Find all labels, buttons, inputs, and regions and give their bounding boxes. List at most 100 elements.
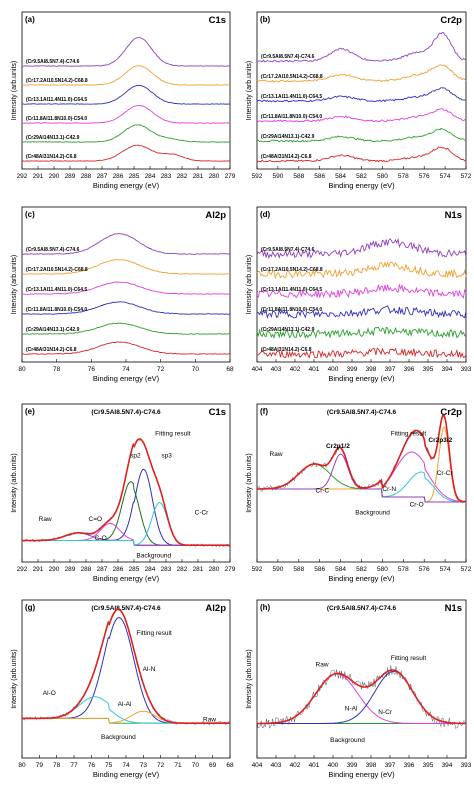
annotation-label: Cr-C (316, 487, 330, 494)
x-tick-label: 72 (157, 762, 165, 769)
x-tick-label: 283 (161, 566, 172, 573)
fitting-result-line (257, 669, 466, 725)
x-tick-label: 393 (461, 762, 472, 769)
panel-letter: (b) (260, 15, 271, 24)
x-tick-label: 279 (225, 566, 236, 573)
component-cr-n (257, 451, 467, 503)
component-c-o (22, 522, 230, 546)
panel-title: C1s (209, 407, 226, 418)
background-line (257, 488, 466, 503)
x-tick-label: 401 (309, 366, 320, 373)
x-tick-label: 397 (385, 366, 396, 373)
x-tick-label: 588 (293, 173, 304, 180)
series-label: (Cr29Al14N13.1)-C42.9 (261, 327, 315, 333)
x-tick-label: 281 (193, 566, 204, 573)
series-label: (Cr13.1Al11.4N11.0)-C64.5 (261, 94, 322, 100)
x-tick-label: 590 (272, 173, 283, 180)
panel-h: (h) N1s 404 403 402 401 400 399 398 397 396 395 394 3… (246, 599, 472, 779)
y-axis-label: Intensity (arb.units) (246, 649, 253, 709)
series-line (21, 104, 231, 124)
series-label: (Cr48Al31N14.2)-C6.8 (261, 347, 312, 353)
component-n-cr (257, 670, 466, 724)
series-label: (Cr9.5Al8.5N7.4)-C74.6 (26, 247, 80, 253)
x-tick-label: 283 (161, 173, 172, 180)
series-line (256, 108, 467, 123)
x-tick-label: 395 (423, 366, 434, 373)
x-tick-label: 287 (97, 173, 108, 180)
annotation-label: Raw (270, 451, 283, 458)
x-axis-label: Binding energy (eV) (328, 374, 395, 383)
x-tick-label: 576 (419, 173, 430, 180)
x-tick-label: 586 (314, 173, 325, 180)
series-line (256, 127, 467, 143)
series-line (22, 37, 230, 67)
series-label: (Cr17.2Al10.5N14.2)-C68.8 (26, 267, 88, 273)
panel-d: (d) N1s 404 403 402 401 400 399 398 397 396 395 394 3… (246, 206, 472, 383)
fitting-result-line (22, 438, 230, 547)
annotation-label: Background (355, 510, 390, 517)
series-line (256, 283, 467, 299)
x-tick-label: 402 (290, 762, 301, 769)
annotation-label: Al-Al (118, 701, 132, 708)
x-tick-label: 76 (88, 366, 96, 373)
annotation-label: Background (101, 734, 136, 741)
x-tick-label: 70 (192, 762, 200, 769)
x-tick-label: 78 (53, 366, 61, 373)
series-label: (Cr48Al31N14.2)-C6.8 (261, 154, 312, 160)
component-cr-c-2p1-2 (257, 453, 466, 503)
series-label: (Cr9.5Al8.5N7.4)-C74.6 (261, 247, 315, 253)
series-line (256, 237, 467, 260)
series-label: (Cr11.8Al11.8N10.0)-C54.0 (261, 307, 322, 313)
x-tick-label: 592 (252, 566, 263, 573)
sample-title: (Cr9.5Al8.5N7.4)-C74.6 (91, 605, 161, 612)
panel-title: Al2p (205, 603, 226, 614)
panel-letter: (h) (260, 603, 271, 612)
y-axis-label: Intensity (arb.units) (11, 649, 18, 709)
x-tick-label: 79 (36, 762, 44, 769)
annotation-label: Background (136, 552, 171, 559)
x-tick-label: 396 (404, 762, 415, 769)
x-tick-label: 399 (347, 762, 358, 769)
series-line (22, 144, 231, 162)
x-tick-label: 290 (49, 566, 60, 573)
x-tick-label: 582 (356, 566, 367, 573)
x-tick-label: 285 (129, 173, 140, 180)
x-tick-label: 574 (440, 173, 451, 180)
x-tick-label: 280 (209, 566, 220, 573)
y-axis-label: Intensity (arb.units) (246, 255, 253, 315)
panel-title: N1s (445, 603, 462, 614)
x-tick-label: 400 (328, 366, 339, 373)
component-sp2 (22, 468, 230, 546)
fitting-result-line (257, 414, 467, 503)
x-tick-label: 74 (122, 762, 130, 769)
series-line (21, 322, 231, 335)
y-axis-label: Intensity (arb.units) (11, 255, 18, 315)
series-line (21, 341, 231, 355)
panel-title: Cr2p (440, 407, 462, 418)
x-tick-label: 290 (49, 173, 60, 180)
x-tick-label: 396 (404, 366, 415, 373)
x-tick-label: 584 (335, 173, 346, 180)
x-tick-label: 71 (174, 762, 182, 769)
x-tick-label: 279 (225, 173, 236, 180)
annotation-label: sp3 (161, 453, 172, 460)
x-tick-label: 76 (88, 762, 96, 769)
x-tick-label: 78 (53, 762, 61, 769)
x-tick-label: 286 (113, 566, 124, 573)
series-line (256, 87, 467, 103)
x-tick-label: 74 (122, 366, 130, 373)
x-tick-label: 399 (347, 366, 358, 373)
annotation-label: Fitting result (136, 630, 172, 637)
x-tick-label: 404 (252, 366, 263, 373)
x-tick-label: 401 (309, 762, 320, 769)
series-line (21, 259, 231, 275)
series-label: (Cr48Al31N14.2)-C6.8 (26, 154, 77, 160)
x-tick-label: 280 (209, 173, 220, 180)
x-tick-label: 582 (356, 173, 367, 180)
x-tick-label: 282 (177, 173, 188, 180)
x-tick-label: 284 (145, 173, 156, 180)
x-tick-label: 398 (366, 366, 377, 373)
series-line (256, 31, 467, 63)
x-tick-label: 285 (129, 566, 140, 573)
x-tick-label: 69 (209, 762, 217, 769)
